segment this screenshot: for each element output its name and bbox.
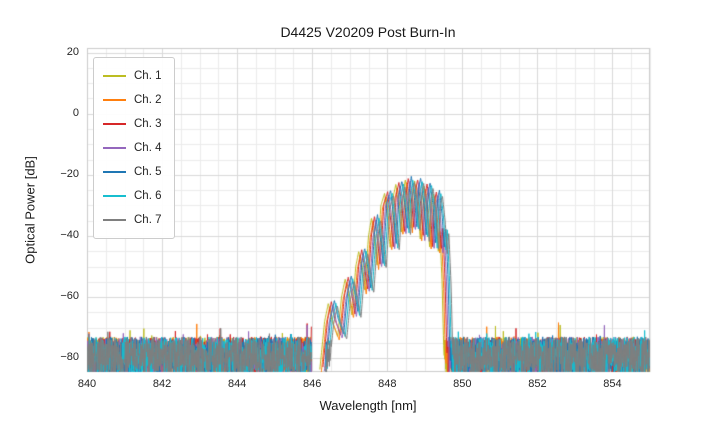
legend-line-swatch (103, 123, 126, 125)
x-tick-label: 840 (77, 378, 97, 390)
legend-line-swatch (103, 171, 126, 173)
legend-line-swatch (103, 195, 126, 197)
x-tick-label: 846 (303, 378, 322, 390)
legend-item: Ch. 4 (103, 136, 162, 160)
x-axis-label: Wavelength [nm] (319, 398, 417, 413)
x-tick-label: 842 (152, 378, 172, 390)
legend-label: Ch. 1 (134, 70, 162, 82)
y-tick-label: 20 (66, 45, 79, 58)
legend-item: Ch. 7 (103, 208, 162, 232)
y-tick-label: 0 (72, 106, 79, 119)
y-tick-label: −20 (60, 167, 79, 180)
legend-item: Ch. 1 (103, 64, 162, 88)
legend-label: Ch. 4 (134, 142, 162, 154)
legend-label: Ch. 7 (134, 214, 162, 226)
legend-label: Ch. 6 (134, 190, 162, 202)
legend-item: Ch. 2 (103, 88, 162, 112)
legend-item: Ch. 6 (103, 184, 162, 208)
y-tick-label: −40 (60, 228, 79, 241)
x-tick-label: 844 (227, 378, 247, 390)
legend-label: Ch. 2 (134, 94, 162, 106)
y-tick-label: −60 (60, 290, 79, 303)
legend-label: Ch. 5 (134, 166, 162, 178)
legend-label: Ch. 3 (134, 118, 162, 130)
y-tick-label: −80 (60, 351, 79, 364)
legend-line-swatch (103, 75, 126, 77)
legend: Ch. 1 Ch. 2 Ch. 3 Ch. 4 Ch. 5 Ch. 6 Ch. 7 (93, 57, 175, 239)
chart-title: D4425 V20209 Post Burn-In (280, 24, 456, 40)
x-tick-label: 848 (378, 378, 397, 390)
x-tick-label: 854 (603, 378, 622, 390)
x-tick-label: 852 (528, 378, 547, 390)
legend-line-swatch (103, 99, 126, 101)
x-tick-label: 850 (453, 378, 472, 390)
legend-item: Ch. 5 (103, 160, 162, 184)
legend-line-swatch (103, 219, 126, 221)
legend-item: Ch. 3 (103, 112, 162, 136)
legend-line-swatch (103, 147, 126, 149)
